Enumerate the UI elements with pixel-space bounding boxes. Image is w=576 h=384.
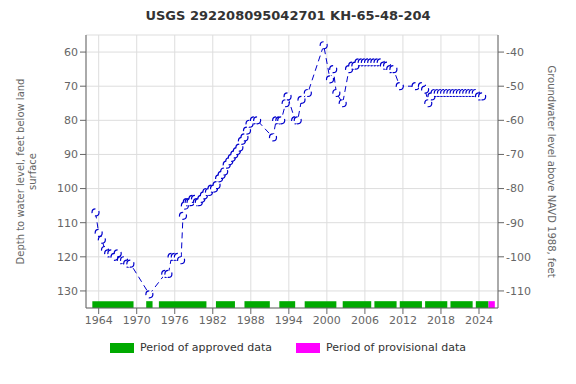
svg-text:110: 110 [57, 217, 78, 230]
html-text:USGS 292208095042701 KH-65-48-: USGS 292208095042701 KH-65-48-204 [145, 8, 431, 23]
svg-text:-100: -100 [506, 251, 531, 264]
svg-text:2024: 2024 [465, 314, 493, 327]
svg-text:60: 60 [64, 46, 78, 59]
svg-text:1994: 1994 [275, 314, 303, 327]
svg-text:130: 130 [57, 285, 78, 298]
svg-text:-110: -110 [506, 285, 531, 298]
svg-text:1964: 1964 [85, 314, 113, 327]
svg-text:90: 90 [64, 148, 78, 161]
svg-text:2006: 2006 [351, 314, 379, 327]
svg-text:1976: 1976 [161, 314, 189, 327]
svg-text:2012: 2012 [389, 314, 417, 327]
svg-text:Groundwater level above NAVD 1: Groundwater level above NAVD 1988, feet [547, 65, 558, 277]
svg-text:80: 80 [64, 114, 78, 127]
svg-text:70: 70 [64, 80, 78, 93]
svg-text:2018: 2018 [427, 314, 455, 327]
svg-text:-90: -90 [506, 217, 524, 230]
svg-text:1982: 1982 [199, 314, 227, 327]
svg-text:-70: -70 [506, 148, 524, 161]
svg-text:-60: -60 [506, 114, 524, 127]
svg-text:-50: -50 [506, 80, 524, 93]
svg-text:1970: 1970 [123, 314, 151, 327]
svg-text:-80: -80 [506, 182, 524, 195]
svg-text:120: 120 [57, 251, 78, 264]
svg-text:2000: 2000 [313, 314, 341, 327]
html-text:Period of approved data: Period of approved data [139, 341, 273, 354]
svg-text:1988: 1988 [237, 314, 265, 327]
svg-text:Depth to water level, feet bel: Depth to water level, feet below landsur… [15, 79, 38, 265]
svg-text:100: 100 [57, 182, 78, 195]
svg-text:-40: -40 [506, 46, 524, 59]
html-text:Period of provisional data: Period of provisional data [326, 341, 467, 354]
